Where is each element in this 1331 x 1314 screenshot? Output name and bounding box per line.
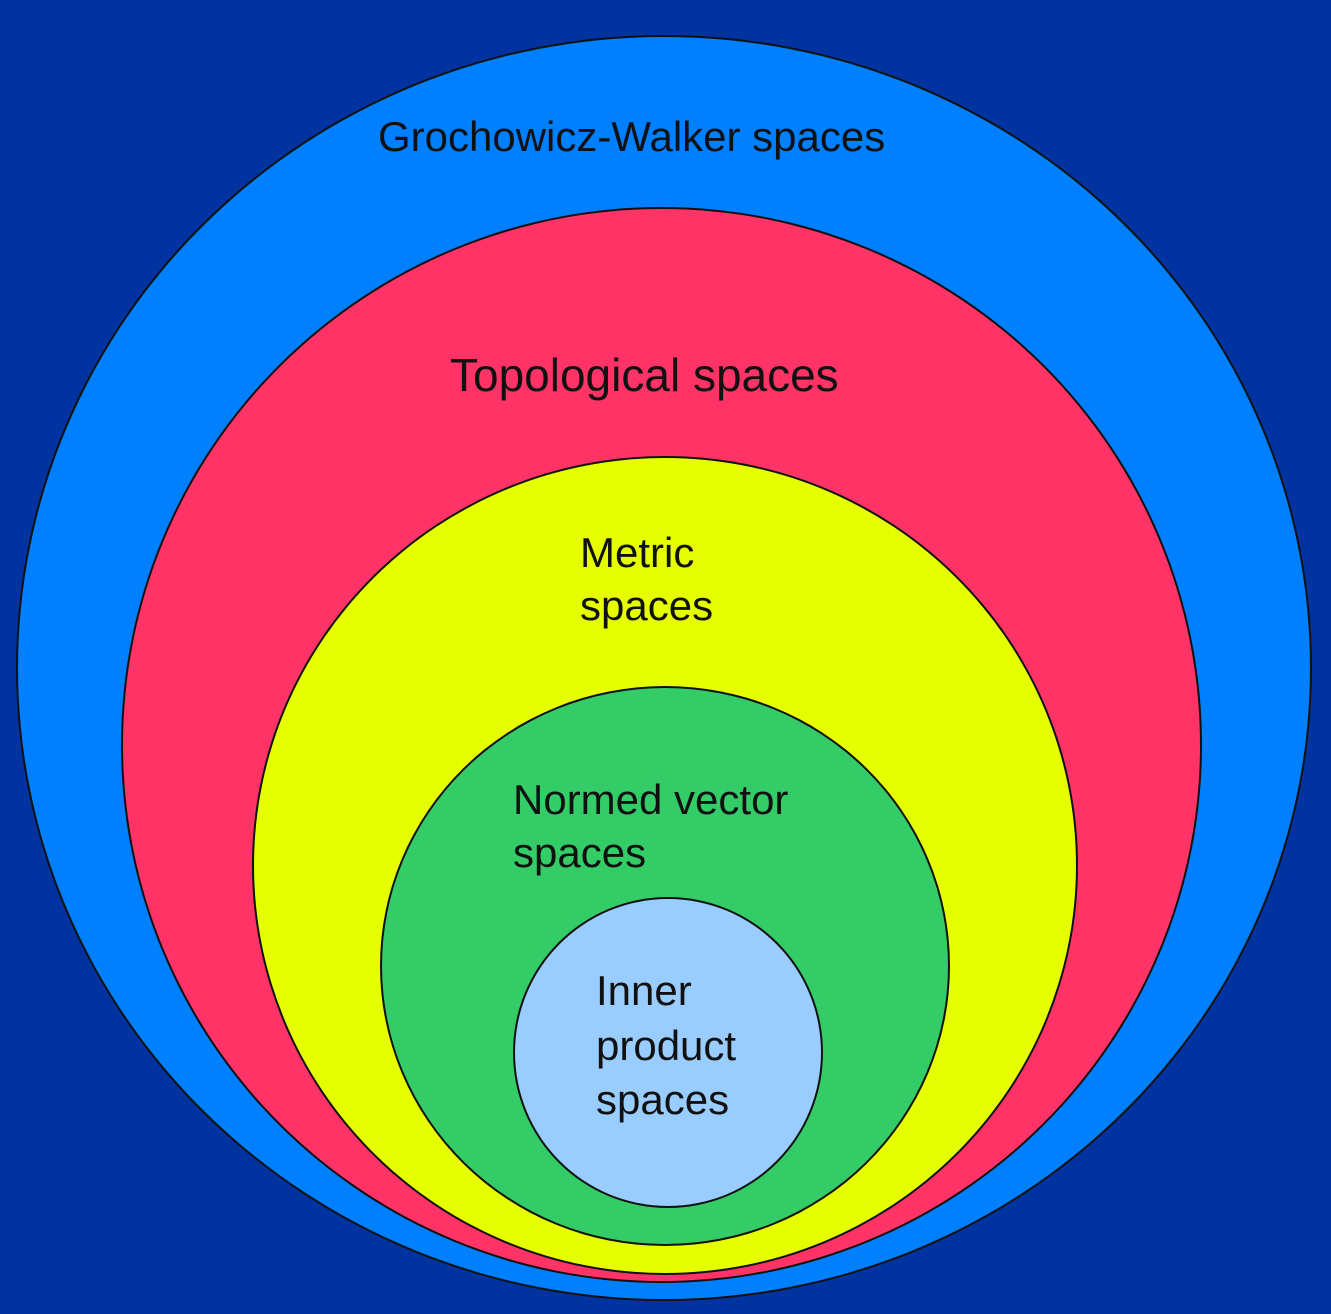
normed-vector-spaces-label: Normed vector spaces [513,774,788,879]
inner-product-spaces-set [513,897,823,1208]
inner-product-spaces-label-line-3: spaces [596,1076,730,1124]
normed-vector-spaces-label-line-1: Normed vector [513,776,789,823]
inner-product-spaces-label: Inner product spaces [596,964,736,1128]
inner-product-spaces-label-line-1: Inner [596,967,692,1014]
metric-spaces-label-line-1: Metric [580,529,695,576]
topological-spaces-label: Topological spaces [450,349,839,401]
normed-vector-spaces-label-line-2: spaces [513,828,647,876]
metric-spaces-label-line-2: spaces [580,581,714,629]
grochowicz-walker-spaces-label: Grochowicz-Walker spaces [378,113,886,160]
metric-spaces-label: Metric spaces [580,527,713,632]
inner-product-spaces-label-line-2: product [596,1021,737,1069]
